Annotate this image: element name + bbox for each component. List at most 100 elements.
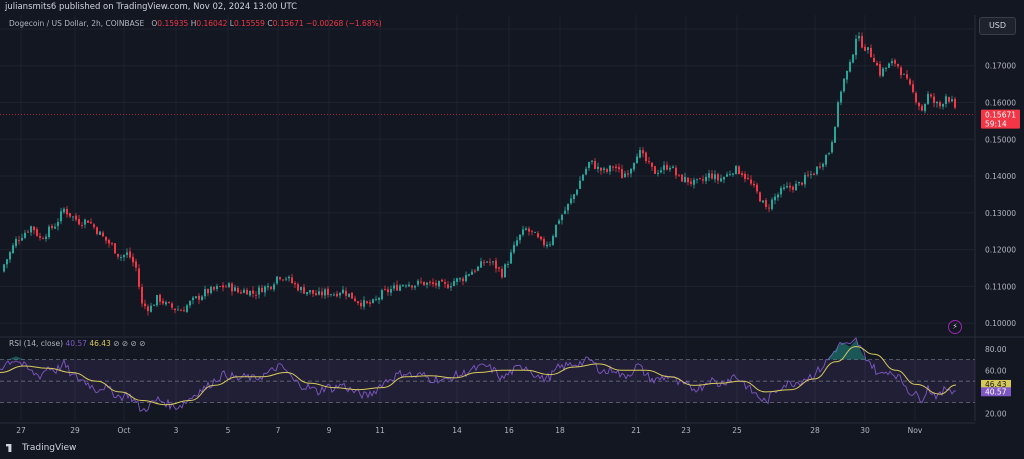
candle-body <box>948 97 950 102</box>
candle-body <box>750 179 752 184</box>
candle-body <box>9 252 11 260</box>
candle-body <box>129 251 131 258</box>
candle-body <box>336 293 338 297</box>
candle-body <box>876 62 878 66</box>
candle-body <box>528 228 530 232</box>
candle-body <box>273 284 275 290</box>
candle-body <box>738 166 740 175</box>
candle-body <box>723 177 725 180</box>
symbol-name: Dogecoin / US Dollar, 2h, COINBASE <box>9 19 145 28</box>
currency-button[interactable]: USD <box>979 17 1016 35</box>
candle-body <box>858 36 860 39</box>
rsi-tag <box>981 387 1011 397</box>
candle-body <box>483 262 485 264</box>
lightning-icon[interactable]: ⚡ <box>948 320 962 334</box>
candle-body <box>276 276 278 284</box>
candle-body <box>366 301 368 303</box>
high-label: H <box>190 19 197 28</box>
candle-body <box>324 289 326 296</box>
candle-body <box>651 162 653 167</box>
candle-body <box>132 256 134 263</box>
candle-body <box>177 309 179 311</box>
candle-body <box>576 189 578 195</box>
candle-body <box>540 236 542 240</box>
candle-body <box>246 289 248 295</box>
candle-body <box>774 196 776 201</box>
candle-body <box>126 252 128 255</box>
candle-body <box>480 261 482 268</box>
candle-body <box>510 252 512 264</box>
candle-body <box>216 286 218 290</box>
candle-body <box>822 163 824 167</box>
time-tick-label: 7 <box>276 426 281 435</box>
candle-body <box>531 230 533 232</box>
candle-body <box>423 281 425 286</box>
candle-body <box>570 198 572 204</box>
candle-body <box>285 278 287 280</box>
candle-body <box>663 165 665 170</box>
candle-body <box>939 102 941 107</box>
candle-body <box>840 91 842 103</box>
candle-body <box>12 245 14 254</box>
candle-body <box>54 226 56 229</box>
candle-body <box>444 282 446 284</box>
tradingview-brand[interactable]: TradingView <box>6 443 76 453</box>
candle-body <box>849 61 851 72</box>
candle-body <box>240 292 242 294</box>
candle-body <box>159 294 161 302</box>
time-tick-label: 29 <box>70 426 80 435</box>
candle-body <box>63 208 65 213</box>
candle-body <box>684 176 686 183</box>
candle-body <box>282 279 284 281</box>
candle-body <box>729 174 731 176</box>
candle-body <box>15 239 17 247</box>
low-label: L <box>229 19 234 28</box>
candle-body <box>903 73 905 75</box>
candle-body <box>243 289 245 293</box>
rsi-visibility-icons[interactable]: ⊘ ⊘ ⊘ ⊘ <box>113 339 146 348</box>
time-tick-label: 30 <box>860 426 870 435</box>
candle-body <box>279 277 281 280</box>
candle-body <box>669 167 671 170</box>
candle-body <box>252 290 254 294</box>
candle-body <box>627 173 629 175</box>
candle-body <box>585 168 587 175</box>
candle-body <box>99 231 101 235</box>
candle-body <box>477 266 479 271</box>
candle-body <box>717 174 719 181</box>
candle-body <box>768 207 770 209</box>
price-tick-label: 0.16000 <box>985 99 1016 108</box>
candle-body <box>144 303 146 307</box>
candle-body <box>912 84 914 93</box>
candle-body <box>714 174 716 180</box>
candle-body <box>609 165 611 172</box>
candle-body <box>267 286 269 288</box>
candle-body <box>27 231 29 233</box>
candle-body <box>306 292 308 295</box>
candle-body <box>639 149 641 158</box>
candle-body <box>153 305 155 307</box>
high-value: 0.16042 <box>196 19 228 28</box>
candle-body <box>420 281 422 283</box>
candle-body <box>930 94 932 97</box>
candle-body <box>660 170 662 173</box>
candle-body <box>111 243 113 245</box>
candle-body <box>546 244 548 247</box>
candle-body <box>735 165 737 174</box>
candle-body <box>327 288 329 296</box>
candle-body <box>906 74 908 79</box>
candle-body <box>537 233 539 238</box>
candle-body <box>351 292 353 299</box>
candle-body <box>414 285 416 288</box>
candle-body <box>291 277 293 283</box>
candle-body <box>309 290 311 293</box>
candle-body <box>294 283 296 285</box>
candle-body <box>75 215 77 220</box>
candle-body <box>501 268 503 278</box>
candle-body <box>381 290 383 300</box>
candle-body <box>678 174 680 176</box>
chart-canvas[interactable]: 0.10000 0.11000 0.12000 0.13000 0.14000 0.150… <box>0 15 1024 440</box>
candle-body <box>24 232 26 238</box>
candle-body <box>702 179 704 181</box>
brand-label: TradingView <box>22 443 77 453</box>
